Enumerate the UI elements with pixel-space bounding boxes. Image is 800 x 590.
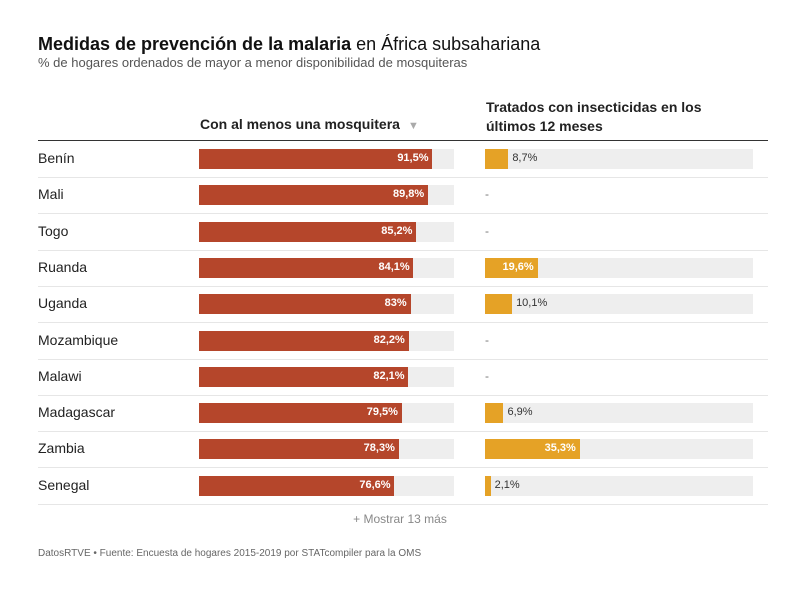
table-row: Mali 89,8% - <box>38 177 768 215</box>
bar-mosquitera <box>199 294 411 315</box>
data-label-mosquitera: 84,1% <box>378 260 410 273</box>
show-more-link[interactable]: + Mostrar 13 más <box>353 512 447 526</box>
country-label: Mozambique <box>38 331 119 348</box>
bar-mosquitera <box>199 330 409 351</box>
column-header-insecticida[interactable]: Tratados con insecticidas en los últimos… <box>486 99 702 134</box>
table-row: Zambia 78,3% 35,3% <box>38 431 768 469</box>
table-row: Mozambique 82,2% - <box>38 323 768 360</box>
no-data-label: - <box>485 187 489 202</box>
bar-track-mosquitera: 89,8% <box>199 185 454 206</box>
bar-track-insecticida: 6,9% <box>485 403 753 424</box>
country-label: Zambia <box>38 440 85 457</box>
bar-insecticida <box>485 149 509 169</box>
data-label-mosquitera: 89,8% <box>392 188 425 201</box>
bar-track-mosquitera: 85,2% <box>199 221 454 242</box>
no-data-label: - <box>485 332 489 347</box>
bar-track-mosquitera: 82,2% <box>199 330 454 351</box>
bar-track-mosquitera: 84,1% <box>199 257 454 278</box>
chart-title-rest: en África subsahariana <box>351 34 541 54</box>
bar-mosquitera <box>199 439 399 460</box>
bar-track-insecticida: 35,3% <box>485 439 753 460</box>
table-row: Madagascar 79,5% 6,9% <box>38 395 768 433</box>
country-label: Uganda <box>38 295 88 312</box>
header-divider <box>38 140 768 141</box>
country-label: Togo <box>38 222 69 239</box>
source-note: DatosRTVE • Fuente: Encuesta de hogares … <box>38 548 422 559</box>
bar-insecticida <box>485 294 513 315</box>
country-label: Senegal <box>38 476 90 493</box>
chart-title: Medidas de prevención de la malaria en Á… <box>38 34 540 55</box>
no-data-label: - <box>485 368 489 383</box>
bar-mosquitera <box>199 475 395 496</box>
bar-track-mosquitera: 82,1% <box>199 366 454 387</box>
data-label-mosquitera: 78,3% <box>363 442 395 455</box>
data-label-mosquitera: 76,6% <box>359 478 391 491</box>
bar-track-insecticida: 19,6% <box>485 257 753 278</box>
chart-subtitle: % de hogares ordenados de mayor a menor … <box>38 55 468 70</box>
country-label: Mali <box>38 186 64 203</box>
bar-track-insecticida: 8,7% <box>485 149 753 169</box>
sort-desc-icon[interactable]: ▼ <box>407 120 419 132</box>
table-row: Togo 85,2% - <box>38 214 768 251</box>
bar-mosquitera <box>199 403 402 424</box>
table-row: Senegal 76,6% 2,1% <box>38 468 768 505</box>
no-data-label: - <box>485 223 489 238</box>
data-label-mosquitera: 85,2% <box>381 224 413 237</box>
bar-track-mosquitera: 91,5% <box>199 149 454 169</box>
data-label-insecticida: 10,1% <box>516 297 548 310</box>
bar-mosquitera <box>199 366 409 387</box>
bar-track-mosquitera: 83% <box>199 294 454 315</box>
bar-insecticida <box>485 257 538 278</box>
bar-mosquitera <box>199 221 417 242</box>
column-header-mosquitera-label: Con al menos una mosquitera <box>200 116 400 132</box>
table-row: Ruanda 84,1% 19,6% <box>38 250 768 287</box>
column-header-mosquitera[interactable]: Con al menos una mosquitera ▼ <box>200 116 419 132</box>
bar-track-insecticida: 2,1% <box>485 475 753 496</box>
bar-track-mosquitera: 78,3% <box>199 439 454 460</box>
data-label-insecticida: 6,9% <box>507 406 533 419</box>
country-label: Benín <box>38 150 75 166</box>
bar-insecticida <box>485 475 491 496</box>
data-label-mosquitera: 82,1% <box>373 369 405 382</box>
data-label-mosquitera: 91,5% <box>397 152 429 164</box>
bar-track-mosquitera: 76,6% <box>199 475 454 496</box>
data-label-insecticida: 19,6% <box>502 260 534 273</box>
bar-mosquitera <box>199 257 414 278</box>
bar-insecticida <box>485 403 504 424</box>
country-label: Malawi <box>38 367 82 384</box>
data-label-mosquitera: 79,5% <box>366 406 398 419</box>
bar-mosquitera <box>199 149 433 169</box>
data-label-insecticida: 2,1% <box>494 478 520 491</box>
chart-title-bold: Medidas de prevención de la malaria <box>38 34 352 54</box>
table-row: Uganda 83% 10,1% <box>38 286 768 324</box>
table-row: Benín 91,5% 8,7% <box>38 141 768 178</box>
country-label: Ruanda <box>38 258 88 275</box>
bar-insecticida <box>485 439 580 460</box>
country-label: Madagascar <box>38 404 116 421</box>
data-label-insecticida: 8,7% <box>512 152 538 164</box>
bar-mosquitera <box>199 185 428 206</box>
bar-track-insecticida: 10,1% <box>485 294 753 315</box>
data-label-mosquitera: 82,2% <box>373 333 405 346</box>
data-label-mosquitera: 83% <box>384 297 407 310</box>
data-label-insecticida: 35,3% <box>544 442 576 455</box>
bar-track-mosquitera: 79,5% <box>199 403 454 424</box>
table-row: Malawi 82,1% - <box>38 359 768 396</box>
